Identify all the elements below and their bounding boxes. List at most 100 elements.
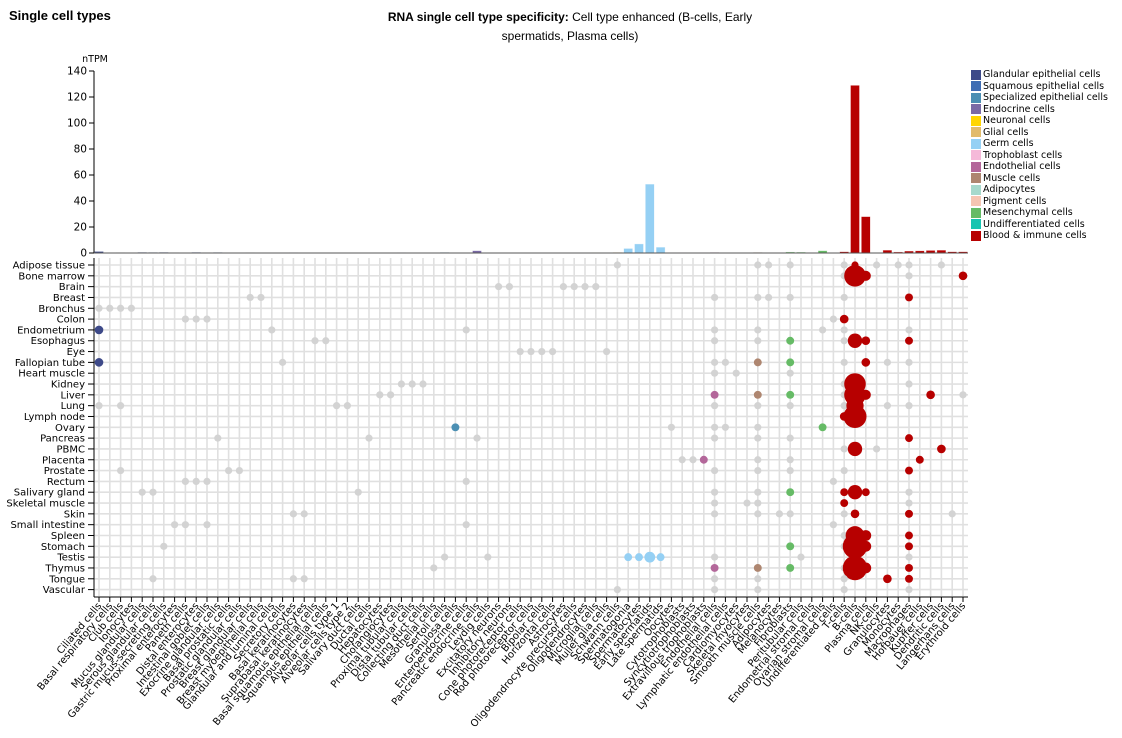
dot-tongue-granulocytes[interactable]	[883, 574, 892, 584]
dot-fallopian-tube-smooth-muscle-cells[interactable]	[753, 358, 762, 367]
dot-brain-inhibitory-neurons[interactable]	[505, 283, 513, 291]
dot-skeletal-muscle-endothelial-cells[interactable]	[711, 499, 719, 507]
dot-ovary-granulosa-cells[interactable]	[451, 423, 460, 432]
dot-pbmc-t-cells[interactable]	[840, 445, 848, 453]
dot-endometrium-ciliated-cells[interactable]	[94, 325, 104, 335]
dot-colon-undifferentiated-cells[interactable]	[829, 315, 838, 323]
dot-thymus-mesothelial-cells[interactable]	[430, 564, 438, 572]
dot-breast-adipocytes[interactable]	[765, 293, 773, 302]
dot-bone-marrow-b-cells[interactable]	[844, 265, 866, 287]
dot-pbmc-b-cells[interactable]	[847, 441, 863, 457]
dot-colon-intestinal-goblet-cells[interactable]	[203, 315, 211, 323]
dot-endometrium-glandular-and-luminal-cells[interactable]	[268, 326, 276, 334]
legend-item[interactable]: Pigment cells	[971, 196, 1108, 208]
dot-testis-late-spermatids[interactable]	[656, 553, 665, 562]
dot-lung-alveolar-cells-type-1[interactable]	[333, 402, 341, 410]
dot-testis-spermatocytes[interactable]	[635, 553, 643, 562]
dot-esophagus-t-cells[interactable]	[840, 337, 848, 345]
dot-fallopian-tube-fibroblasts[interactable]	[786, 358, 795, 367]
dot-lung-fibroblasts[interactable]	[786, 402, 794, 410]
dot-skeletal-muscle-t-cells[interactable]	[840, 499, 849, 508]
dot-breast-smooth-muscle-cells[interactable]	[754, 293, 762, 302]
dot-tongue-serous-glandular-cells[interactable]	[149, 575, 157, 583]
legend-item[interactable]: Endothelial cells	[971, 161, 1108, 173]
dot-rectum-distal-enterocytes[interactable]	[192, 477, 200, 485]
legend-item[interactable]: Blood & immune cells	[971, 230, 1108, 242]
dot-eye-muller-glia-cells[interactable]	[603, 347, 611, 356]
dot-testis-endothelial-cells[interactable]	[711, 553, 719, 561]
dot-heart-muscle-cardiomyocytes[interactable]	[732, 369, 740, 377]
dot-liver-kupffer-cells[interactable]	[926, 390, 935, 400]
dot-breast-fibroblasts[interactable]	[786, 293, 794, 302]
bar-spermatogonia[interactable]	[623, 248, 634, 254]
dot-colon-paneth-cells[interactable]	[181, 315, 189, 323]
dot-stomach-plasma-cells[interactable]	[860, 540, 872, 552]
dot-stomach-fibroblasts[interactable]	[786, 542, 795, 551]
dot-skin-suprabasal-keratinocytes[interactable]	[300, 510, 308, 518]
dot-tongue-t-cells[interactable]	[840, 575, 848, 583]
dot-endometrium-enteroendocrine-cells[interactable]	[462, 326, 470, 334]
dot-salivary-gland-b-cells[interactable]	[847, 485, 863, 500]
dot-prostate-endothelial-cells[interactable]	[711, 466, 719, 475]
dot-ovary-lymphatic-endothelial-cells[interactable]	[721, 423, 730, 431]
bar-spermatocytes[interactable]	[634, 243, 644, 254]
dot-bronchus-basal-respiratory-cells[interactable]	[106, 304, 114, 312]
dot-fallopian-tube-t-cells[interactable]	[840, 358, 848, 366]
dot-prostate-fibroblasts[interactable]	[786, 466, 794, 475]
dot-placenta-syncytiotrophoblasts[interactable]	[689, 456, 697, 464]
dot-salivary-gland-mucus-glandular-cells[interactable]	[138, 488, 146, 496]
dot-lung-smooth-muscle-cells[interactable]	[754, 402, 762, 410]
dot-heart-muscle-endothelial-cells[interactable]	[711, 369, 719, 377]
dot-salivary-gland-t-cells[interactable]	[840, 488, 849, 497]
dot-thymus-fibroblasts[interactable]	[786, 564, 795, 572]
dot-skeletal-muscle-skeletal-myocytes[interactable]	[743, 499, 751, 507]
dot-pancreas-endothelial-cells[interactable]	[711, 434, 719, 442]
dot-tongue-endothelial-cells[interactable]	[711, 575, 719, 583]
dot-fallopian-tube-ciliated-cells[interactable]	[94, 358, 104, 367]
dot-salivary-gland-endothelial-cells[interactable]	[711, 488, 719, 496]
dot-lymph-node-b-cells[interactable]	[843, 404, 867, 429]
dot-adipose-tissue-adipocytes[interactable]	[765, 261, 773, 269]
dot-pancreas-fibroblasts[interactable]	[786, 434, 794, 442]
dot-bronchus-ionocytes[interactable]	[127, 304, 135, 312]
dot-salivary-gland-smooth-muscle-cells[interactable]	[754, 488, 762, 496]
dot-skeletal-muscle-macrophages[interactable]	[905, 499, 913, 507]
legend-item[interactable]: Trophoblast cells	[971, 150, 1108, 162]
dot-adipose-tissue-smooth-muscle-cells[interactable]	[754, 261, 762, 269]
legend-item[interactable]: Undifferentiated cells	[971, 219, 1108, 231]
dot-endometrium-t-cells[interactable]	[840, 326, 848, 334]
dot-bronchus-club-cells[interactable]	[117, 304, 125, 312]
dot-fallopian-tube-lymphatic-endothelial-cells[interactable]	[721, 358, 730, 366]
dot-thymus-plasma-cells[interactable]	[860, 562, 872, 574]
dot-testis-spermatogonia[interactable]	[624, 553, 633, 562]
dot-prostate-macrophages[interactable]	[905, 466, 913, 475]
dot-adipose-tissue-t-cells[interactable]	[840, 261, 848, 269]
dot-ovary-endothelial-cells[interactable]	[711, 423, 719, 431]
dot-placenta-extravillous-trophoblasts[interactable]	[699, 455, 708, 464]
dot-salivary-gland-plasma-cells[interactable]	[861, 488, 870, 497]
dot-stomach-gastric-mucus-secreting-cells[interactable]	[160, 542, 168, 550]
dot-skin-basal-keratinocytes[interactable]	[289, 510, 297, 518]
dot-esophagus-macrophages[interactable]	[905, 336, 913, 345]
dot-stomach-macrophages[interactable]	[905, 542, 913, 551]
dot-tongue-suprabasal-keratinocytes[interactable]	[300, 575, 308, 583]
dot-pbmc-dendritic-cells[interactable]	[937, 444, 946, 454]
dot-brain-oligodendrocytes[interactable]	[581, 283, 589, 291]
dot-kidney-proximal-tubular-cells[interactable]	[397, 380, 405, 388]
dot-placenta-cytotrophoblasts[interactable]	[678, 456, 686, 464]
dot-adipose-tissue-dendritic-cells[interactable]	[937, 261, 946, 269]
dot-pancreas-smooth-muscle-cells[interactable]	[754, 434, 762, 442]
dot-breast-macrophages[interactable]	[905, 293, 913, 302]
dot-prostate-smooth-muscle-cells[interactable]	[754, 466, 762, 475]
legend-item[interactable]: Mesenchymal cells	[971, 207, 1108, 219]
dot-endometrium-macrophages[interactable]	[905, 326, 913, 334]
dot-esophagus-b-cells[interactable]	[847, 333, 863, 348]
dot-liver-fibroblasts[interactable]	[786, 390, 795, 399]
dot-heart-muscle-fibroblasts[interactable]	[786, 369, 794, 377]
dot-adipose-tissue-macrophages[interactable]	[905, 261, 913, 269]
dot-bronchus-ciliated-cells[interactable]	[95, 304, 103, 312]
dot-small-intestine-enteroendocrine-cells[interactable]	[462, 521, 470, 529]
dot-spleen-macrophages[interactable]	[905, 531, 913, 540]
dot-rectum-undifferentiated-cells[interactable]	[829, 477, 838, 485]
dot-eye-horizontal-cells[interactable]	[549, 347, 557, 356]
